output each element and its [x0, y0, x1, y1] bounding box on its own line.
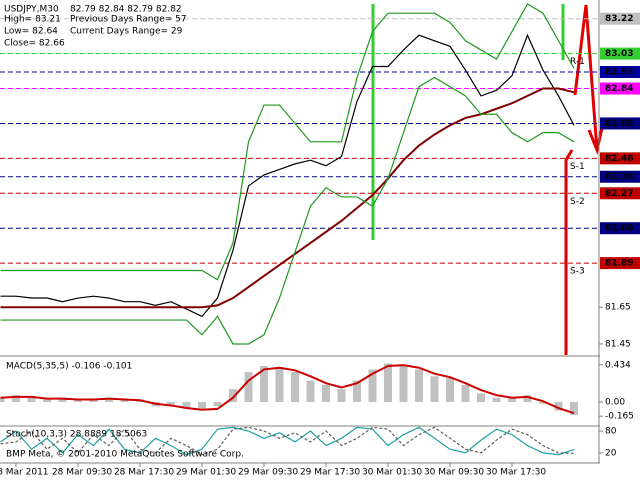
level-marker: S-3	[570, 267, 585, 277]
line-series	[0, 33, 575, 318]
line-series	[0, 76, 575, 345]
histogram-bar	[105, 397, 113, 403]
histogram-bar	[229, 389, 237, 403]
y-tick-label: 80	[605, 427, 617, 437]
x-tick-label: 28 Mar 2011	[0, 468, 49, 478]
panel-title: Stoch(10,3,3) 28.8889 18.5063	[6, 430, 147, 440]
y-tick-label: 81.45	[605, 339, 631, 349]
signal-line	[0, 364, 575, 415]
x-tick-label: 29 Mar 09:30	[238, 468, 298, 478]
range: Current Days Range= 29	[70, 27, 183, 37]
level-box	[600, 117, 640, 130]
histogram-bar	[89, 399, 98, 403]
line-series	[0, 87, 575, 309]
quote: 82.79 82.84 82.79 82.82	[70, 5, 182, 15]
histogram-bar	[430, 376, 439, 403]
x-tick-label: 30 Mar 09:30	[424, 468, 484, 478]
level-label: 82.27	[605, 189, 633, 199]
level-box	[600, 152, 640, 165]
line-series	[0, 3, 575, 281]
histogram-bar	[508, 397, 516, 403]
histogram-bar	[275, 367, 284, 403]
level-box	[600, 170, 640, 183]
histogram-bar	[337, 389, 346, 403]
histogram-bar	[492, 397, 501, 403]
histogram-bar	[477, 393, 485, 403]
line-series	[0, 426, 575, 456]
histogram-bar	[368, 369, 377, 403]
copyright: BMP Meta, © 2001-2010 MetaQuotes Softwar…	[6, 450, 244, 460]
histogram-bar	[554, 402, 563, 411]
info: Low= 82.64	[4, 27, 58, 37]
x-tick-label: 30 Mar 01:30	[362, 468, 422, 478]
arrow	[573, 4, 604, 156]
histogram-bar	[306, 380, 315, 403]
level-box	[600, 187, 640, 200]
level-label: 82.08	[605, 224, 633, 234]
level-marker: R-1	[570, 57, 585, 67]
info: Close= 82.66	[4, 39, 65, 49]
chart-title: USDJPY,M30	[4, 5, 59, 15]
histogram-bar	[213, 402, 222, 407]
histogram-bar	[244, 372, 253, 403]
histogram-bar	[446, 378, 454, 403]
panel-title: MACD(5,35,5) -0.106 -0.101	[6, 362, 132, 372]
x-tick-label: 29 Mar 17:30	[300, 468, 360, 478]
level-marker: S-2	[570, 197, 585, 207]
x-tick-label: 30 Mar 17:30	[486, 468, 546, 478]
y-tick-label: 81.65	[605, 303, 631, 313]
histogram-bar	[353, 380, 361, 403]
y-tick-label: 20	[605, 448, 617, 458]
histogram-bar	[415, 369, 423, 403]
line-series	[0, 426, 575, 456]
level-label: 83.03	[605, 49, 633, 59]
level-label: 82.46	[605, 154, 633, 164]
histogram-bar	[182, 402, 191, 409]
x-tick-label: 28 Mar 09:30	[52, 468, 112, 478]
level-label: 82.36	[605, 172, 633, 182]
histogram-bar	[0, 397, 5, 403]
histogram-bar	[384, 363, 392, 403]
histogram-bar	[539, 402, 547, 404]
histogram-bar	[291, 372, 299, 403]
level-marker: S-1	[570, 162, 585, 172]
frame	[0, 0, 600, 464]
level-label: 82.93	[605, 67, 633, 77]
histogram-bar	[260, 366, 268, 403]
histogram-bar	[198, 402, 206, 411]
level-box	[600, 12, 640, 25]
histogram-bar	[167, 402, 175, 405]
range: Previous Days Range= 57	[70, 15, 187, 25]
histogram-bar	[58, 397, 67, 403]
level-box	[600, 222, 640, 235]
x-tick-label: 29 Mar 01:30	[176, 468, 236, 478]
level-label: 83.22	[605, 14, 633, 24]
histogram-bar	[12, 395, 20, 403]
histogram-bar	[120, 400, 129, 403]
level-label: 81.89	[605, 259, 633, 269]
histogram-bar	[523, 395, 532, 403]
y-tick-label: -0.165	[605, 412, 634, 422]
histogram-bar	[399, 366, 408, 403]
histogram-bar	[322, 384, 330, 403]
level-label: 82.65	[605, 119, 633, 129]
arrow	[564, 149, 574, 355]
level-box	[600, 65, 640, 78]
histogram-bar	[74, 400, 82, 403]
histogram-bar	[570, 402, 578, 415]
level-box	[600, 47, 640, 60]
info: High= 83.21	[4, 15, 61, 25]
y-tick-label: 0.434	[605, 360, 631, 370]
y-tick-label: 0.00	[605, 398, 625, 408]
level-label: 82.84	[605, 84, 633, 94]
histogram-bar	[27, 397, 36, 403]
level-box	[600, 257, 640, 270]
level-box	[600, 82, 640, 95]
histogram-bar	[43, 399, 51, 403]
x-tick-label: 28 Mar 17:30	[114, 468, 174, 478]
histogram-bar	[461, 384, 470, 403]
